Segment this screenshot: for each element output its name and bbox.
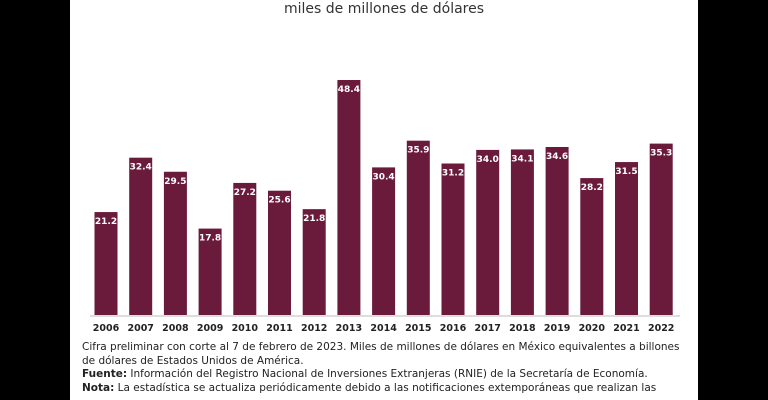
value-label: 35.9 xyxy=(407,146,429,156)
bar xyxy=(615,162,638,315)
x-tick-label: 2011 xyxy=(266,323,292,334)
bar xyxy=(372,167,396,315)
x-tick-label: 2013 xyxy=(336,323,362,334)
bar xyxy=(129,157,153,315)
bar xyxy=(337,80,361,315)
source-text: Información del Registro Nacional de Inv… xyxy=(130,368,648,380)
bar xyxy=(580,178,604,315)
bar xyxy=(649,143,673,315)
x-tick-label: 2014 xyxy=(370,323,397,334)
value-label: 29.5 xyxy=(164,177,186,187)
value-label: 30.4 xyxy=(372,172,394,182)
x-tick-label: 2006 xyxy=(93,323,120,334)
x-tick-label: 2010 xyxy=(232,323,259,334)
bar xyxy=(268,190,291,315)
x-tick-label: 2018 xyxy=(509,323,536,334)
x-tick-label: 2021 xyxy=(613,323,639,334)
value-label: 34.0 xyxy=(477,155,499,165)
footnote: Cifra preliminar con corte al 7 de febre… xyxy=(82,341,680,367)
value-label: 25.6 xyxy=(268,196,290,206)
chart-subtitle: miles de millones de dólares xyxy=(284,1,484,17)
value-label: 28.2 xyxy=(581,183,603,193)
bar xyxy=(510,149,534,315)
x-tick-label: 2020 xyxy=(579,323,606,334)
x-tick-label: 2016 xyxy=(440,323,467,334)
value-label: 31.5 xyxy=(615,167,637,177)
x-tick-label: 2015 xyxy=(405,323,431,334)
bar xyxy=(163,171,187,315)
value-label: 27.2 xyxy=(234,188,256,198)
value-label: 21.2 xyxy=(95,217,117,227)
note-label: Nota: xyxy=(82,382,115,394)
note: Nota: La estadística se actualiza periód… xyxy=(82,382,694,396)
x-tick-label: 2008 xyxy=(162,323,189,334)
value-label: 17.8 xyxy=(199,234,221,244)
bar xyxy=(545,147,569,315)
value-label: 34.6 xyxy=(546,152,568,162)
bar xyxy=(441,163,465,315)
value-label: 32.4 xyxy=(130,163,152,173)
bar xyxy=(94,212,118,315)
note-text: La estadística se actualiza periódicamen… xyxy=(117,382,657,394)
value-label: 48.4 xyxy=(338,85,360,95)
x-tick-label: 2012 xyxy=(301,323,327,334)
value-label: 35.3 xyxy=(650,149,672,159)
x-tick-label: 2017 xyxy=(474,323,500,334)
x-tick-label: 2022 xyxy=(648,323,674,334)
value-label: 34.1 xyxy=(511,154,533,164)
chart: miles de millones de dólares 21.2 2006 32.… xyxy=(90,1,680,334)
bar xyxy=(406,140,430,315)
panel: miles de millones de dólares 21.2 2006 32.… xyxy=(70,0,698,400)
value-label: 31.2 xyxy=(442,169,464,179)
x-tick-label: 2019 xyxy=(544,323,570,334)
x-tick-label: 2007 xyxy=(127,323,153,334)
bar xyxy=(476,149,500,315)
bar xyxy=(198,228,222,315)
source-label: Fuente: xyxy=(82,368,128,380)
value-label: 21.8 xyxy=(303,214,325,224)
bar xyxy=(233,182,257,315)
x-tick-label: 2009 xyxy=(197,323,223,334)
source: Fuente: Información del Registro Naciona… xyxy=(82,368,694,382)
bar xyxy=(302,209,326,315)
